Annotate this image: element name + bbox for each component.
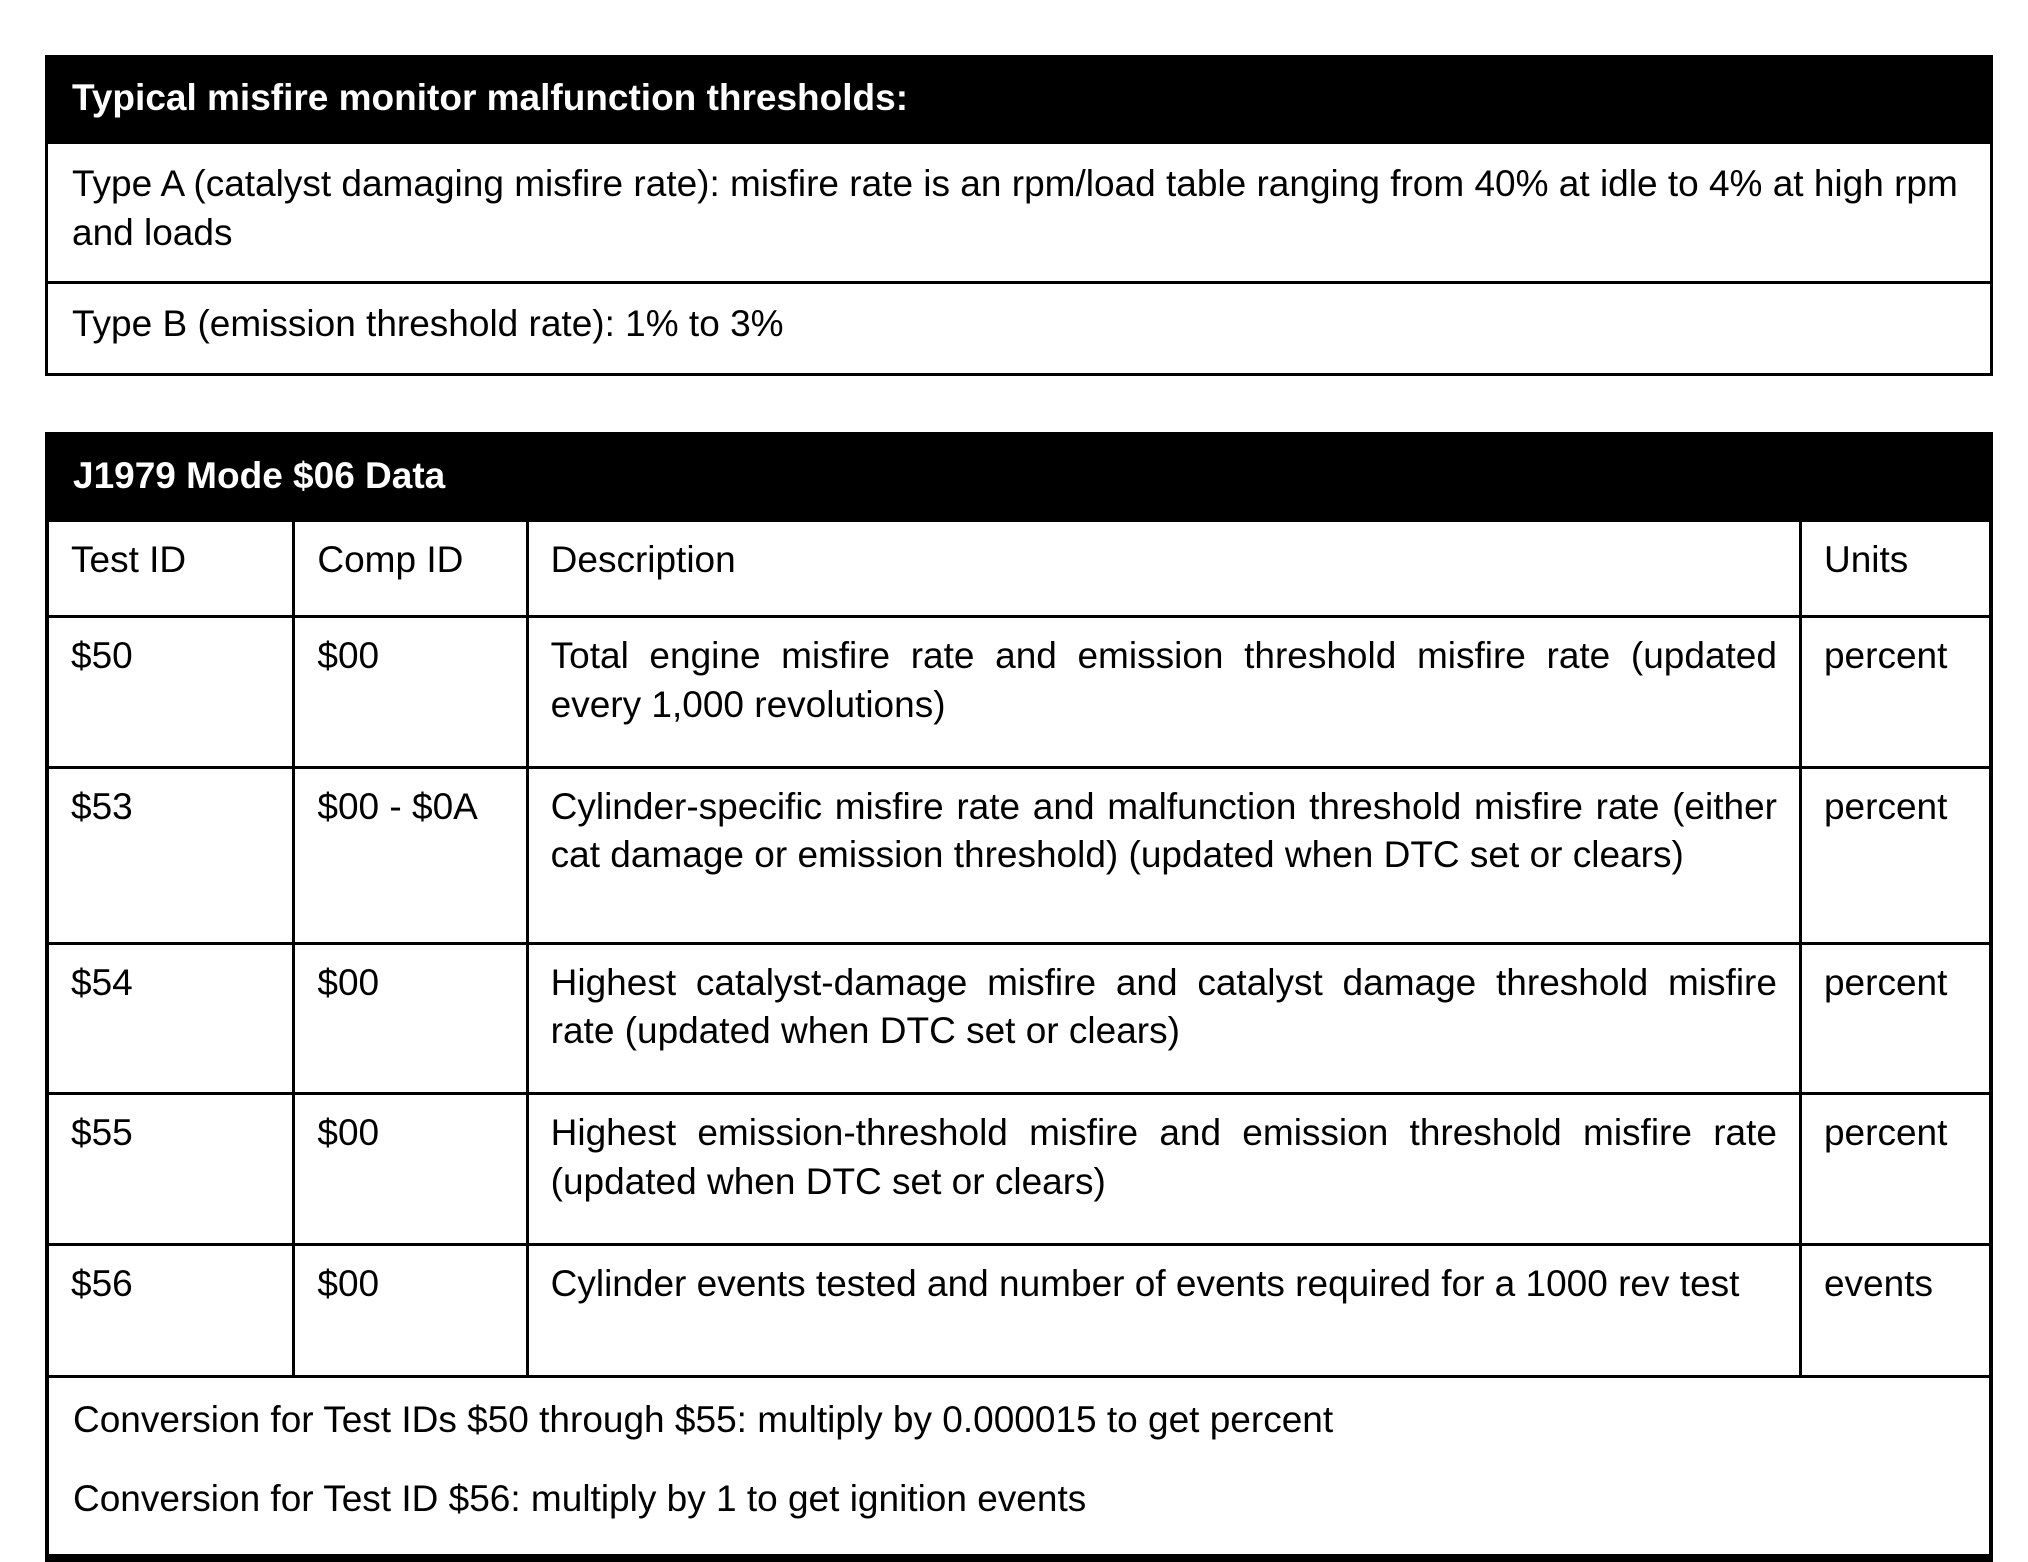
table-row: $50 $00 Total engine misfire rate and em… — [45, 614, 1993, 769]
column-header-test-id: Test ID — [45, 519, 296, 618]
cell-test-id: $53 — [45, 765, 296, 945]
mode06-table-header-row: J1979 Mode $06 Data — [45, 432, 1993, 523]
cell-units: percent — [1798, 941, 1993, 1096]
cell-test-id: $55 — [45, 1092, 296, 1246]
column-header-comp-id: Comp ID — [292, 519, 529, 618]
table-row: $55 $00 Highest emission-threshold misfi… — [45, 1092, 1993, 1246]
cell-test-id: $50 — [45, 614, 296, 769]
column-header-row: Test ID Comp ID Description Units — [45, 519, 1993, 618]
cell-description: Cylinder events tested and number of eve… — [525, 1242, 1802, 1378]
cell-comp-id: $00 — [292, 1242, 529, 1378]
table-row: Type B (emission threshold rate): 1% to … — [45, 281, 1993, 377]
cell-comp-id: $00 — [292, 614, 529, 769]
thresholds-table-header-row: Typical misfire monitor malfunction thre… — [45, 55, 1993, 144]
conversion-note-50-55: Conversion for Test IDs $50 through $55:… — [73, 1398, 1334, 1440]
conversion-note-56: Conversion for Test ID $56: multiply by … — [73, 1477, 1087, 1519]
cell-comp-id: $00 — [292, 1092, 529, 1246]
mode06-table: J1979 Mode $06 Data Test ID Comp ID Desc… — [45, 432, 1993, 1562]
cell-test-id: $56 — [45, 1242, 296, 1378]
column-header-units: Units — [1798, 519, 1993, 618]
thresholds-table-title: Typical misfire monitor malfunction thre… — [45, 55, 1993, 144]
cell-units: percent — [1798, 614, 1993, 769]
cell-comp-id: $00 — [292, 941, 529, 1096]
threshold-type-b-text: Type B (emission threshold rate): 1% to … — [45, 281, 1993, 377]
cell-description: Highest catalyst-damage misfire and cata… — [525, 941, 1802, 1096]
cell-comp-id: $00 - $0A — [292, 765, 529, 945]
thresholds-table: Typical misfire monitor malfunction thre… — [45, 55, 1993, 377]
table-footer-row: Conversion for Test IDs $50 through $55:… — [45, 1374, 1993, 1560]
column-header-description: Description — [525, 519, 1802, 618]
cell-test-id: $54 — [45, 941, 296, 1096]
cell-description: Highest emission-threshold misfire and e… — [525, 1092, 1802, 1246]
cell-description: Total engine misfire rate and emission t… — [525, 614, 1802, 769]
table-row: $53 $00 - $0A Cylinder-specific misfire … — [45, 765, 1993, 945]
cell-description: Cylinder-specific misfire rate and malfu… — [525, 765, 1802, 945]
threshold-type-a-text: Type A (catalyst damaging misfire rate):… — [45, 140, 1993, 285]
table-row: $54 $00 Highest catalyst-damage misfire … — [45, 941, 1993, 1096]
cell-units: events — [1798, 1242, 1993, 1378]
mode06-table-title: J1979 Mode $06 Data — [45, 432, 1993, 523]
cell-units: percent — [1798, 765, 1993, 945]
table-row: Type A (catalyst damaging misfire rate):… — [45, 140, 1993, 285]
cell-units: percent — [1798, 1092, 1993, 1246]
table-row: $56 $00 Cylinder events tested and numbe… — [45, 1242, 1993, 1378]
conversion-notes-cell: Conversion for Test IDs $50 through $55:… — [45, 1374, 1993, 1560]
